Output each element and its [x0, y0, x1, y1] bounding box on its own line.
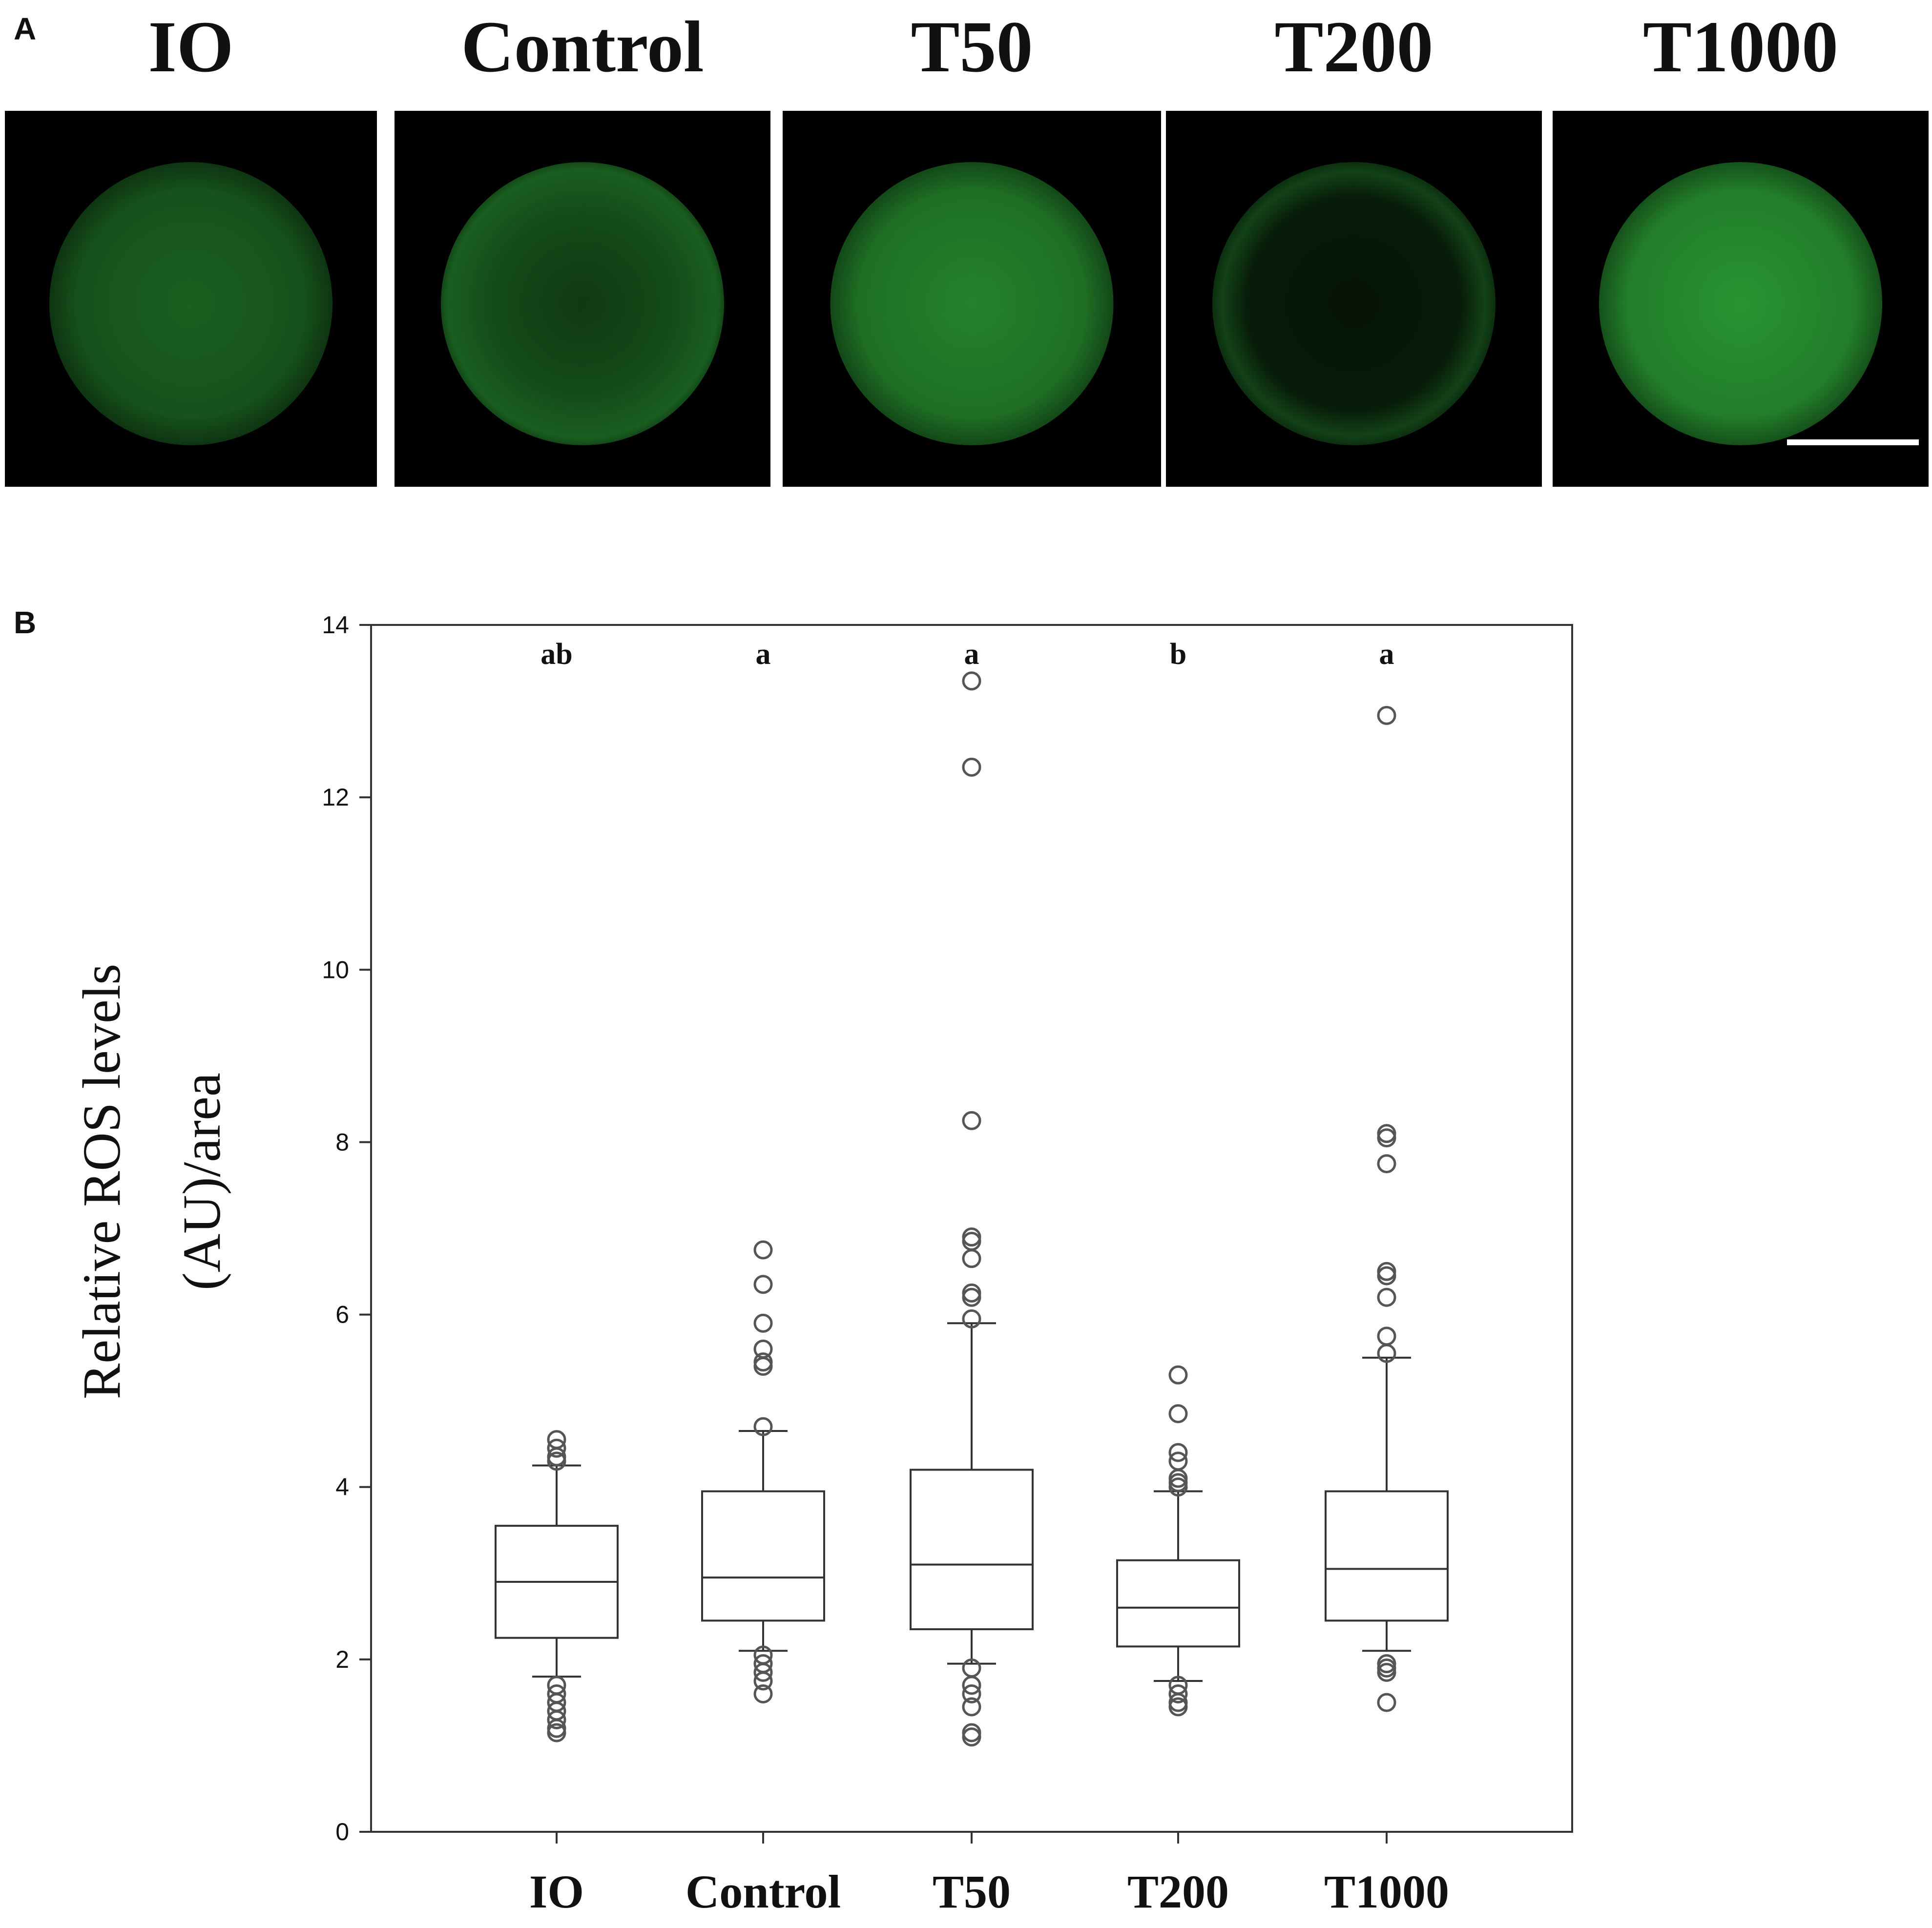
x-tick-label: T1000 [1324, 1866, 1449, 1918]
outlier-point [962, 1111, 981, 1130]
scale-bar [1787, 439, 1919, 445]
outlier-point [753, 1275, 773, 1294]
outlier-point [753, 1240, 773, 1260]
outlier-point [1377, 1287, 1396, 1307]
outlier-point [962, 1227, 981, 1247]
image-title-io: IO [148, 6, 234, 87]
outlier-point [962, 1676, 981, 1695]
y-tick-label: 14 [322, 611, 349, 639]
outlier-point [1168, 1684, 1188, 1703]
outlier-point [753, 1313, 773, 1333]
outlier-point [1377, 1262, 1396, 1281]
outlier-point [962, 1309, 981, 1328]
box-t200 [1116, 1559, 1240, 1648]
y-tick-label: 4 [335, 1473, 349, 1501]
box-t1000 [1325, 1490, 1449, 1622]
x-tick-label: T50 [933, 1866, 1011, 1918]
outlier-point [1377, 1124, 1396, 1143]
oocyte-io [49, 162, 332, 445]
x-tick-label: Control [686, 1866, 841, 1918]
micrograph-t1000 [1553, 111, 1929, 487]
significance-letter: a [964, 638, 979, 671]
significance-letter: ab [540, 638, 572, 671]
outlier-point [1377, 1154, 1396, 1174]
outlier-point [1377, 705, 1396, 725]
micrograph-control [395, 111, 770, 487]
box-t50 [910, 1469, 1034, 1631]
outlier-point [1168, 1697, 1188, 1717]
outlier-point [1168, 1443, 1188, 1462]
micrograph-t200 [1166, 111, 1542, 487]
outlier-point [962, 1283, 981, 1303]
outlier-point [753, 1671, 773, 1691]
outlier-point [1168, 1365, 1188, 1385]
oocyte-t50 [830, 162, 1114, 445]
outlier-point [753, 1684, 773, 1703]
significance-letter: b [1170, 638, 1186, 671]
image-title-t200: T200 [1274, 6, 1433, 87]
y-tick-label: 0 [335, 1818, 349, 1845]
panel-b-letter: B [14, 605, 37, 640]
panel-a-letter: A [14, 11, 37, 46]
outlier-point [753, 1352, 773, 1372]
image-title-control: Control [461, 6, 704, 87]
outlier-point [1168, 1451, 1188, 1471]
outlier-point [962, 671, 981, 691]
significance-letter: a [1379, 638, 1394, 671]
y-tick-label: 2 [335, 1646, 349, 1673]
y-tick-label: 6 [335, 1301, 349, 1328]
box-control [701, 1490, 825, 1622]
y-tick-label: 12 [322, 784, 349, 811]
outlier-point [753, 1662, 773, 1682]
outlier-point [1377, 1327, 1396, 1346]
y-tick-label: 8 [335, 1128, 349, 1156]
outlier-point [753, 1417, 773, 1436]
y-tick-label: 10 [322, 956, 349, 983]
image-title-t1000: T1000 [1642, 6, 1839, 87]
outlier-point [547, 1430, 566, 1450]
outlier-point [547, 1710, 566, 1729]
y-axis-title-line: (AU)/area [172, 1073, 231, 1290]
x-tick-label: IO [529, 1866, 584, 1918]
micrograph-t50 [783, 111, 1161, 487]
outlier-point [547, 1723, 566, 1742]
significance-letter: a [756, 638, 771, 671]
micrograph-io [5, 111, 377, 487]
outlier-point [962, 1727, 981, 1747]
outlier-point [547, 1438, 566, 1458]
oocyte-t1000 [1599, 162, 1882, 445]
outlier-point [962, 1249, 981, 1268]
oocyte-t200 [1212, 162, 1496, 445]
x-tick-label: T200 [1127, 1866, 1229, 1918]
oocyte-control [441, 162, 724, 445]
outlier-point [962, 757, 981, 777]
outlier-point [1377, 1662, 1396, 1682]
outlier-point [962, 1684, 981, 1703]
y-axis-title-line: Relative ROS levels [72, 964, 131, 1399]
outlier-point [962, 1697, 981, 1717]
image-title-t50: T50 [911, 6, 1033, 87]
outlier-point [753, 1339, 773, 1359]
outlier-point [1168, 1404, 1188, 1424]
outlier-point [1377, 1693, 1396, 1712]
